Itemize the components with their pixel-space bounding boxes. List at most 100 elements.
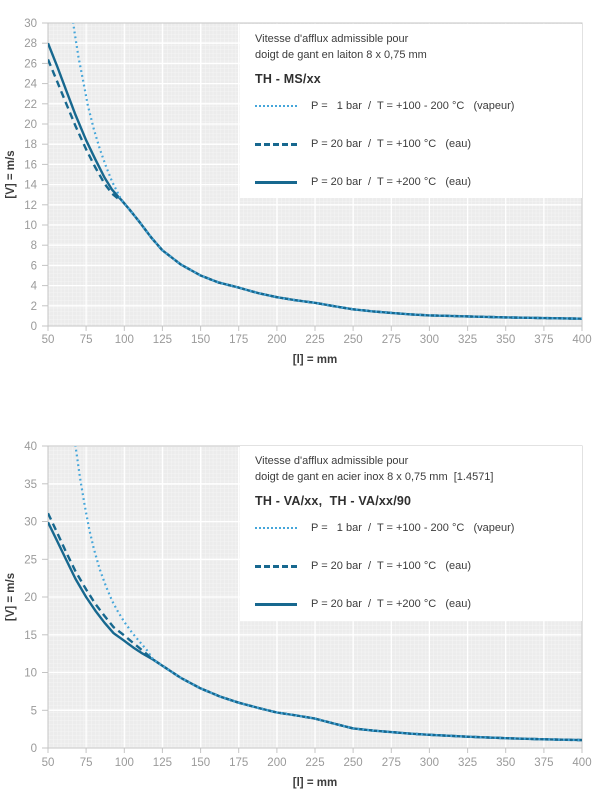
legend-label: P = 20 bar / T = +200 °C (eau) (311, 176, 472, 188)
tick-label: 200 (267, 334, 286, 346)
tick-label: 375 (534, 334, 553, 346)
chart-title-line1: Vitesse d'afflux admissible pour (255, 455, 409, 467)
legend-label: P = 1 bar / T = +100 - 200 °C (vapeur) (311, 522, 515, 534)
tick-label: 4 (31, 281, 38, 293)
tick-label: 300 (420, 334, 439, 346)
tick-label: 35 (24, 479, 37, 491)
tick-label: 400 (572, 757, 591, 769)
legend-label: P = 20 bar / T = +100 °C (eau) (311, 560, 472, 572)
tick-label: 5 (31, 705, 37, 717)
tick-label: 200 (267, 757, 286, 769)
y-axis-title: [V] = m/s (5, 150, 17, 198)
x-axis-title: [l] = mm (293, 354, 337, 366)
tick-label: 16 (24, 159, 37, 171)
legend-row-eau-200: P = 20 bar / T = +200 °C (eau) (255, 596, 582, 612)
tick-label: 22 (24, 99, 37, 111)
tick-label: 125 (153, 757, 172, 769)
x-tick-labels: 50 75 100 125 150 175 200 225 250 275 300 325 350 375… (42, 334, 592, 346)
legend-row-vapeur: P = 1 bar / T = +100 - 200 °C (vapeur) (255, 520, 582, 536)
tick-label: 10 (24, 668, 37, 680)
tick-label: 28 (24, 38, 37, 50)
y-tick-labels: 0 5 10 15 20 25 30 35 40 (24, 441, 37, 755)
tick-label: 325 (458, 757, 477, 769)
tick-label: 12 (24, 200, 37, 212)
tick-label: 40 (24, 441, 37, 453)
tick-label: 125 (153, 334, 172, 346)
series-dashed (48, 512, 582, 742)
dashed-line-sample (255, 142, 297, 146)
x-tick-labels: 50 75 100 125 150 175 200 225 250 275 300 325 350 375… (42, 757, 592, 769)
series-lines (48, 23, 582, 320)
tick-label: 400 (572, 334, 591, 346)
tick-label: 8 (31, 240, 37, 252)
tick-label: 50 (42, 334, 55, 346)
chart-inox-block: 50 75 100 125 150 175 200 225 250 275 300 325 350 375… (0, 420, 600, 801)
dotted-line-sample (255, 527, 297, 529)
tick-marks (42, 22, 583, 331)
tick-label: 325 (458, 334, 477, 346)
tick-label: 25 (24, 554, 37, 566)
tick-label: 75 (80, 757, 93, 769)
tick-label: 30 (24, 517, 37, 529)
chart-title-line2: doigt de gant en acier inox 8 x 0,75 mm … (255, 471, 494, 483)
dashed-line-sample (255, 564, 297, 568)
legend-row-eau-100: P = 20 bar / T = +100 °C (eau) (255, 558, 582, 574)
tick-label: 10 (24, 220, 37, 232)
model-designation: TH - VA/xx, TH - VA/xx/90 (255, 494, 412, 508)
tick-marks (42, 445, 583, 753)
tick-label: 225 (305, 334, 324, 346)
tick-label: 24 (24, 79, 37, 91)
tick-label: 175 (229, 334, 248, 346)
tick-label: 150 (191, 334, 210, 346)
tick-label: 250 (344, 334, 363, 346)
x-axis-title: [l] = mm (293, 777, 337, 789)
legend-row-eau-200: P = 20 bar / T = +200 °C (eau) (255, 174, 582, 190)
tick-label: 150 (191, 757, 210, 769)
chart-title-line2: doigt de gant en laiton 8 x 0,75 mm (255, 49, 427, 61)
tick-label: 350 (496, 757, 515, 769)
tick-label: 15 (24, 630, 37, 642)
tick-label: 6 (31, 260, 37, 272)
chart-title-line1: Vitesse d'afflux admissible pour (255, 33, 409, 45)
legend-label: P = 1 bar / T = +100 - 200 °C (vapeur) (311, 100, 515, 112)
legend-row-vapeur: P = 1 bar / T = +100 - 200 °C (vapeur) (255, 98, 582, 114)
tick-label: 225 (305, 757, 324, 769)
tick-label: 250 (344, 757, 363, 769)
solid-line-sample (255, 180, 297, 184)
series-dotted (72, 23, 582, 320)
series-lines (48, 446, 582, 742)
series-dashed (48, 58, 582, 320)
tick-label: 20 (24, 592, 37, 604)
solid-line-sample (255, 602, 297, 606)
plot-frame (47, 22, 583, 327)
tick-label: 18 (24, 139, 37, 151)
tick-label: 300 (420, 757, 439, 769)
tick-label: 30 (24, 18, 37, 30)
legend-brass: Vitesse d'afflux admissible pour doigt d… (240, 24, 582, 198)
legend-label: P = 20 bar / T = +200 °C (eau) (311, 598, 472, 610)
tick-label: 0 (31, 743, 37, 755)
tick-label: 26 (24, 58, 37, 70)
legend-row-eau-100: P = 20 bar / T = +100 °C (eau) (255, 136, 582, 152)
tick-label: 100 (115, 757, 134, 769)
legend-label: P = 20 bar / T = +100 °C (eau) (311, 138, 472, 150)
model-designation: TH - MS/xx (255, 72, 321, 86)
tick-label: 375 (534, 757, 553, 769)
tick-label: 100 (115, 334, 134, 346)
tick-label: 2 (31, 301, 37, 313)
tick-label: 0 (31, 321, 37, 333)
tick-label: 275 (382, 757, 401, 769)
tick-label: 75 (80, 334, 93, 346)
chart-brass-block: 50 75 100 125 150 175 200 225 250 275 300 325 350 375… (5, 18, 592, 366)
tick-label: 175 (229, 757, 248, 769)
dotted-line-sample (255, 105, 297, 107)
legend-inox: Vitesse d'afflux admissible pour doigt d… (240, 446, 582, 621)
tick-label: 50 (42, 757, 55, 769)
tick-label: 275 (382, 334, 401, 346)
y-axis-title: [V] = m/s (5, 573, 17, 621)
tick-label: 350 (496, 334, 515, 346)
tick-label: 20 (24, 119, 37, 131)
tick-label: 14 (24, 180, 37, 192)
